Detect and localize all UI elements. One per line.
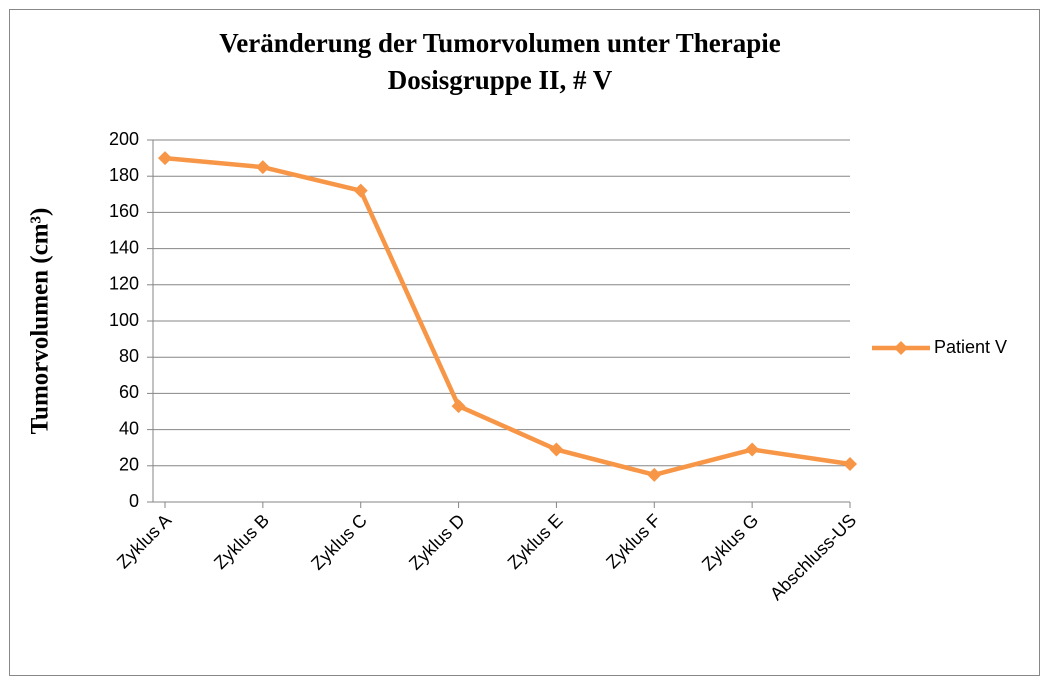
- y-tick-label: 20: [119, 455, 139, 475]
- data-point: [353, 183, 368, 198]
- y-tick-label: 60: [119, 382, 139, 402]
- y-tick-label: 140: [109, 237, 139, 257]
- data-point: [158, 151, 172, 166]
- y-tick-label: 80: [119, 346, 139, 366]
- data-point: [843, 456, 857, 471]
- chart-title: Veränderung der Tumorvolumen unter Thera…: [219, 28, 781, 58]
- legend-swatch-marker: [894, 341, 908, 355]
- chart-frame: [9, 9, 1040, 676]
- series-line: [164, 155, 851, 478]
- y-tick-label: 180: [109, 165, 139, 185]
- data-point: [549, 442, 564, 457]
- data-point: [647, 467, 662, 482]
- y-tick-label: 160: [109, 201, 139, 221]
- data-point: [745, 442, 760, 457]
- legend-label: Patient V: [934, 337, 1007, 357]
- y-tick-label: 100: [109, 310, 139, 330]
- chart-subtitle: Dosisgruppe II, # V: [388, 65, 613, 95]
- y-tick-label: 200: [109, 129, 139, 149]
- y-axis-label: Tumorvolumen (cm³): [27, 208, 54, 435]
- y-tick-label: 120: [109, 274, 139, 294]
- y-tick-label: 0: [129, 491, 139, 511]
- data-point: [255, 160, 270, 175]
- y-tick-label: 40: [119, 418, 139, 438]
- data-point: [451, 399, 466, 414]
